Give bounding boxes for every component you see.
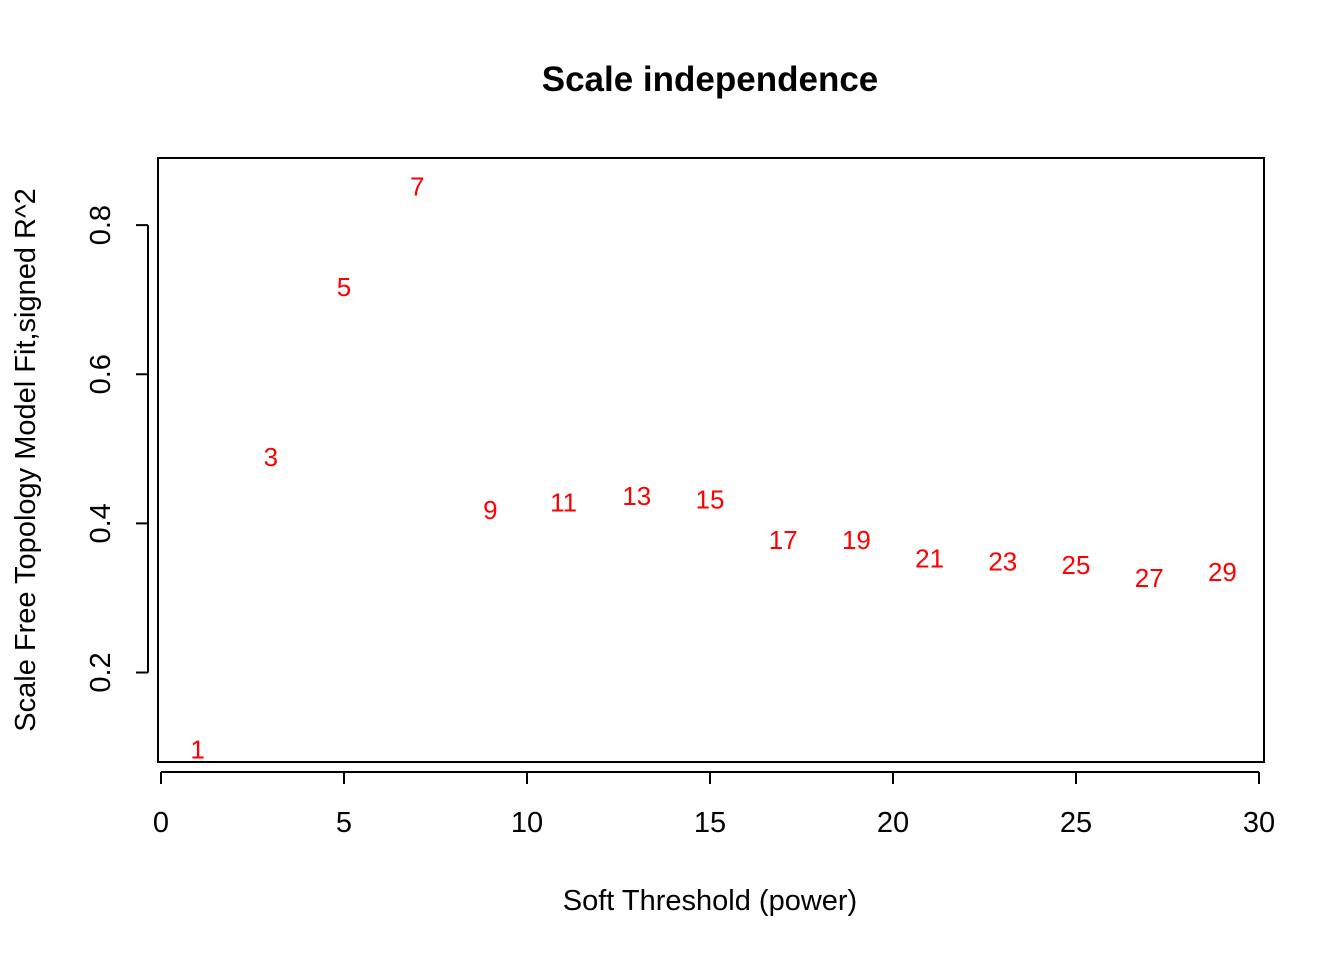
data-point-label: 19 [842,525,871,555]
data-point-label: 23 [988,546,1017,576]
data-point-label: 21 [915,543,944,573]
x-tick-label: 10 [511,807,543,839]
x-tick-label: 5 [336,807,352,839]
x-tick-label: 0 [153,807,169,839]
x-tick-label: 25 [1060,807,1092,839]
x-axis-label: Soft Threshold (power) [563,885,857,917]
data-point-label: 29 [1208,557,1237,587]
data-point-label: 11 [550,488,577,518]
data-point-label: 1 [190,734,204,764]
data-point-label: 17 [769,525,798,555]
y-tick-label: 0.8 [85,205,117,245]
y-axis: 0.2 0.4 0.6 0.8 [85,205,149,693]
data-point-label: 5 [337,272,351,302]
y-tick-label: 0.2 [85,652,117,692]
data-point-label: 27 [1135,563,1164,593]
x-tick-label: 20 [877,807,909,839]
plot-frame [157,157,1265,763]
data-point-label: 15 [696,485,725,515]
data-point-label: 25 [1062,550,1091,580]
data-point-label: 9 [483,495,497,525]
x-tick-label: 15 [694,807,726,839]
y-axis-label: Scale Free Topology Model Fit,signed R^2 [10,188,42,731]
x-tick-label: 30 [1243,807,1275,839]
chart-title: Scale independence [542,60,879,99]
data-point-label: 13 [622,481,651,511]
x-axis: 0 5 10 15 20 25 30 [153,771,1275,839]
y-tick-label: 0.4 [85,503,117,543]
data-point-label: 7 [410,171,424,201]
data-point-label: 3 [264,442,278,472]
y-tick-label: 0.6 [85,354,117,394]
